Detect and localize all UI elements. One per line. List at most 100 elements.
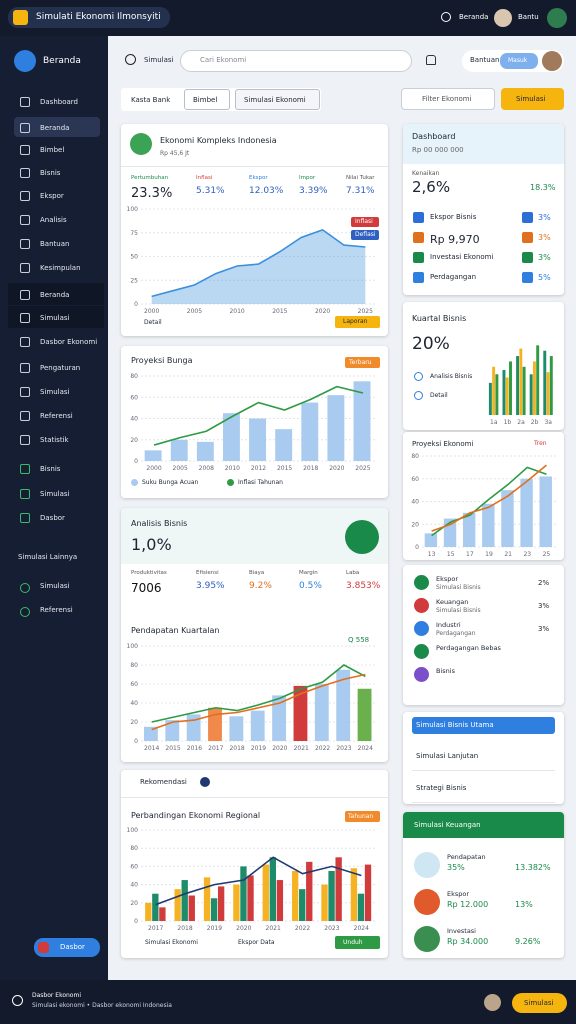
accordion-item[interactable]: Simulasi Lanjutan: [416, 752, 479, 760]
nav-icon: [20, 435, 30, 445]
filter-label[interactable]: Filter Ekonomi: [422, 95, 472, 103]
nav-item[interactable]: Bisnis: [40, 169, 61, 177]
nav-item[interactable]: Beranda: [40, 291, 70, 299]
bar: [196, 441, 214, 461]
accordion-head[interactable]: [412, 717, 555, 734]
stat-label: Efisiensi: [196, 570, 219, 576]
line: [151, 664, 366, 723]
footer-badge[interactable]: [335, 316, 380, 328]
bar: [505, 377, 509, 415]
line: [431, 464, 547, 532]
list-title: Pendapatan: [447, 853, 486, 861]
filter-btn[interactable]: [401, 88, 495, 110]
bar: [188, 895, 195, 921]
nav-item[interactable]: Referensi: [40, 606, 73, 614]
stat-label: Pertumbuhan: [131, 175, 169, 181]
sidebar-button-bg[interactable]: [34, 938, 100, 957]
card-footer[interactable]: Simulasi Ekonomi: [145, 939, 198, 946]
action-label[interactable]: Simulasi: [516, 95, 546, 103]
chart: 0 20 40 60 80 13 15 17 19 21 23 25: [411, 453, 556, 558]
divider: [412, 770, 555, 771]
nav-item[interactable]: Simulasi: [40, 314, 70, 322]
nav-item[interactable]: Analisis: [40, 216, 67, 224]
nav-item[interactable]: Bantuan: [40, 240, 70, 248]
nav-item[interactable]: Dasbor: [40, 514, 65, 522]
nav-item[interactable]: Beranda: [40, 124, 70, 132]
search-box[interactable]: [180, 50, 412, 72]
bar: [532, 361, 536, 415]
tab[interactable]: Kasta Bank: [131, 96, 171, 104]
search-icon[interactable]: [441, 12, 451, 22]
list-value: 9.26%: [515, 937, 541, 946]
nav-item[interactable]: Kesimpulan: [40, 264, 81, 272]
nav-icon: [20, 123, 30, 133]
bar: [543, 350, 547, 415]
y-tick-label: 60: [130, 394, 138, 401]
footer-badge[interactable]: [335, 936, 380, 949]
nav-item[interactable]: Bimbel: [40, 146, 65, 154]
bar: [509, 361, 512, 415]
y-tick-label: 75: [130, 230, 138, 237]
x-tick-label: 2015: [277, 465, 292, 472]
tab[interactable]: Bimbel: [193, 96, 218, 104]
nav-item[interactable]: Dasbor Ekonomi: [40, 338, 98, 346]
x-tick-label: 2019: [251, 745, 266, 752]
badge-text[interactable]: Unduh: [343, 939, 363, 946]
y-tick-label: 80: [411, 453, 419, 460]
card-subtitle: Rp 45,6 Jt: [160, 150, 190, 157]
nav-item[interactable]: Dashboard: [40, 98, 78, 106]
row-value: 3%: [538, 213, 551, 222]
nav-item[interactable]: Simulasi: [40, 388, 70, 396]
user-button[interactable]: Masuk: [508, 57, 528, 64]
stat-value: 23.3%: [131, 186, 173, 201]
y-tick-label: 50: [130, 254, 138, 261]
nav-item[interactable]: Statistik: [40, 436, 69, 444]
sidebar-button[interactable]: Dasbor: [60, 943, 85, 951]
card-head: [403, 812, 564, 838]
badge-text: Tahunan: [348, 813, 374, 820]
x-tick-label: 2010: [225, 465, 240, 472]
nav-item[interactable]: Pengaturan: [40, 364, 81, 372]
x-tick-label: 2020: [272, 745, 287, 752]
footer-btn[interactable]: [512, 993, 567, 1013]
card: [121, 770, 388, 958]
nav-item[interactable]: Ekspor: [40, 192, 64, 200]
active-item: [14, 117, 100, 137]
accordion-item[interactable]: Simulasi Bisnis Utama: [416, 721, 494, 729]
nav-item[interactable]: Bisnis: [40, 465, 61, 473]
nav-item[interactable]: Referensi: [40, 412, 73, 420]
title-pill: [8, 7, 170, 28]
accordion-item[interactable]: Strategi Bisnis: [416, 784, 467, 792]
tab-frame[interactable]: [184, 89, 230, 110]
y-tick-label: 0: [134, 458, 138, 465]
icon: [522, 252, 533, 263]
badge-text: Terbaru: [349, 359, 372, 366]
nav-link[interactable]: Beranda: [459, 13, 489, 21]
tab-frame[interactable]: [235, 89, 320, 110]
stat-label: Ekspor: [249, 175, 268, 181]
chart-title: Proyeksi Bunga: [131, 356, 193, 365]
bell[interactable]: [426, 55, 436, 65]
bar: [546, 372, 550, 415]
kpi-value: 1,0%: [131, 535, 172, 554]
app-title: Simulati Ekonomi Ilmonsyiti: [36, 12, 161, 22]
footer-button[interactable]: Simulasi: [524, 999, 554, 1007]
divider: [121, 797, 388, 798]
tab[interactable]: Simulasi Ekonomi: [244, 96, 306, 104]
card-footer[interactable]: Ekspor Data: [238, 939, 275, 946]
action-btn[interactable]: [501, 88, 564, 110]
list-title: Perdagangan Bebas: [436, 644, 501, 652]
y-tick-label: 80: [130, 373, 138, 380]
nav-item[interactable]: Simulasi: [40, 490, 70, 498]
nav-item[interactable]: Simulasi: [40, 582, 70, 590]
nav-link[interactable]: Bantu: [518, 13, 539, 21]
nav-icon: [20, 313, 30, 323]
chart-title: Perbandingan Ekonomi Regional: [131, 811, 261, 820]
bar: [165, 720, 180, 741]
y-tick-label: 20: [130, 719, 138, 726]
user-btn[interactable]: [500, 53, 538, 69]
line: [151, 229, 366, 298]
stat-value: 0.5%: [299, 581, 322, 591]
badge-text[interactable]: Laporan: [343, 318, 368, 325]
icon: [131, 479, 138, 486]
